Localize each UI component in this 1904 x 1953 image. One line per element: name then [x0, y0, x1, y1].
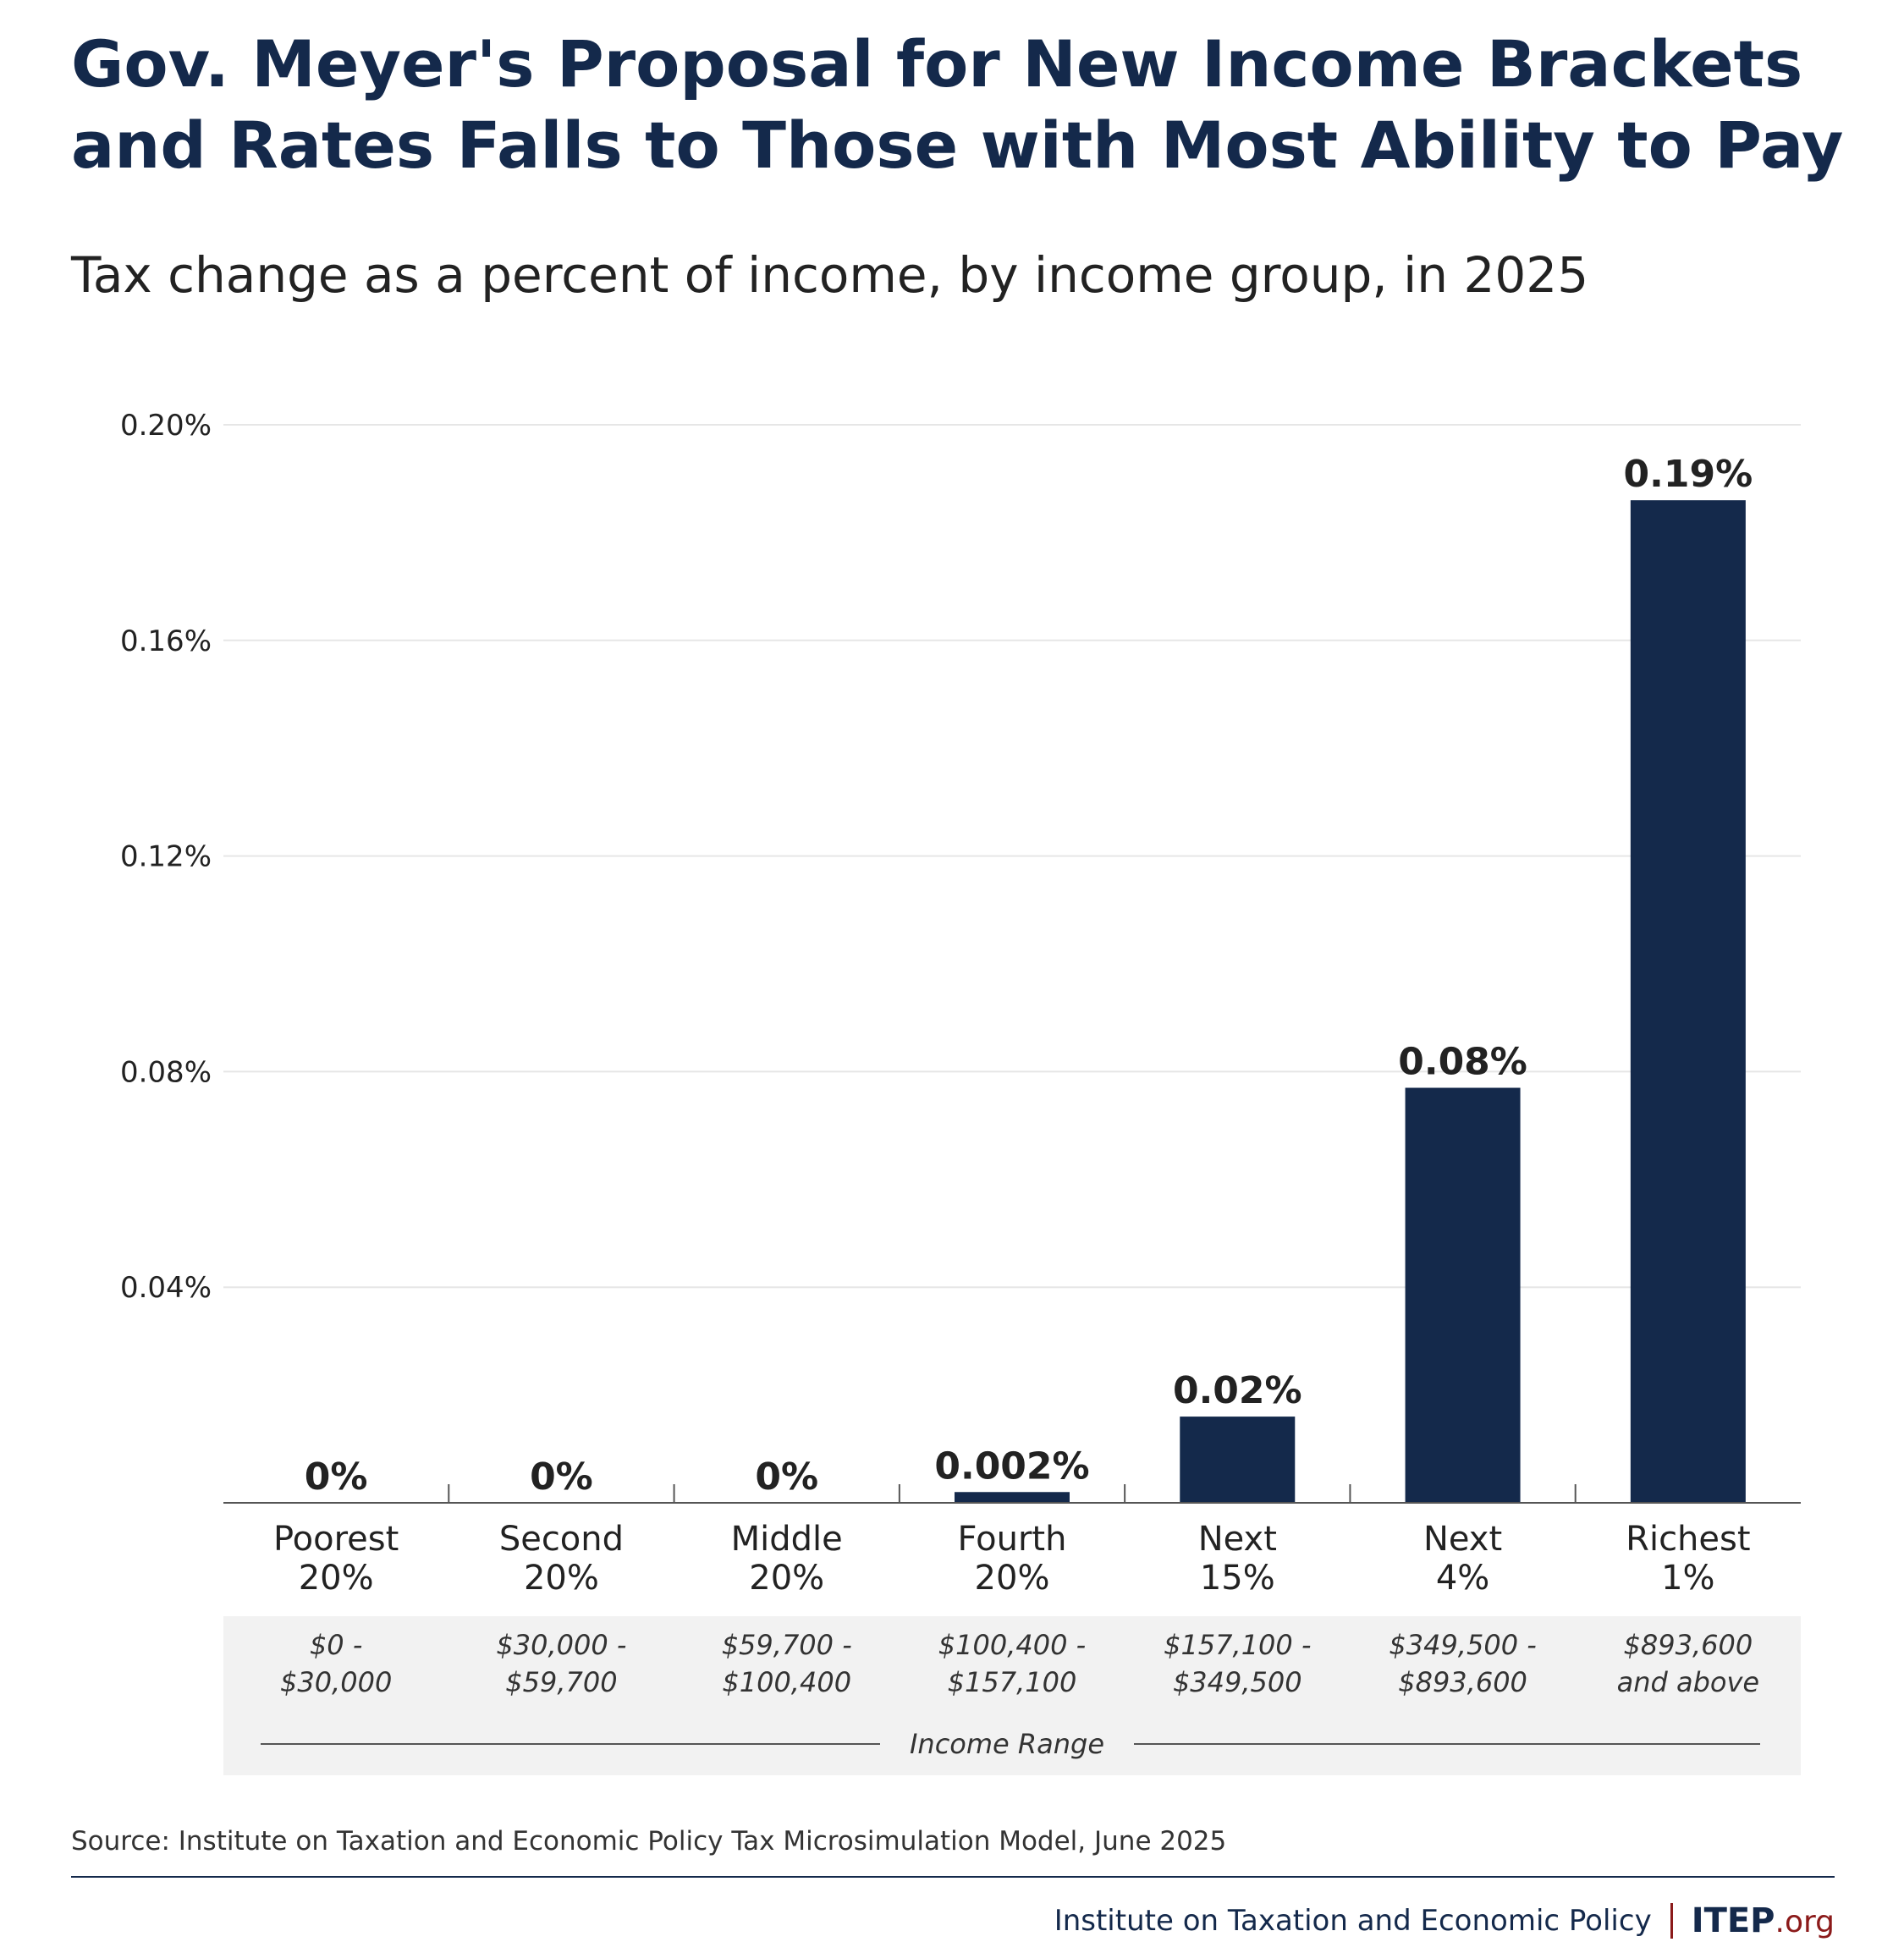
- income-range-label: $349,500 -: [1389, 1629, 1536, 1661]
- income-range-label: $59,700 -: [722, 1629, 852, 1661]
- chart-title: Gov. Meyer's Proposal for New Income Bra…: [71, 24, 1848, 186]
- income-range-label: $157,100 -: [1164, 1629, 1311, 1661]
- income-range-label: $349,500: [1173, 1666, 1302, 1698]
- income-range-label: $893,600: [1624, 1629, 1753, 1661]
- data-label: 0.08%: [1398, 1041, 1527, 1084]
- x-tick-label: Second: [499, 1520, 624, 1559]
- income-range-label: $100,400 -: [938, 1629, 1086, 1661]
- data-label: 0.19%: [1624, 453, 1753, 496]
- x-tick-label: 15%: [1200, 1559, 1275, 1598]
- y-tick-label: 0.04%: [120, 1271, 212, 1305]
- bar: [955, 1492, 1070, 1503]
- x-tick-label: Poorest: [273, 1520, 399, 1559]
- x-tick-label: 20%: [749, 1559, 824, 1598]
- chart-title-line-2: and Rates Falls to Those with Most Abili…: [71, 107, 1844, 183]
- data-label: 0%: [755, 1455, 818, 1499]
- data-label: 0.02%: [1173, 1369, 1302, 1412]
- x-tick-label: Fourth: [958, 1520, 1067, 1559]
- footer-org-name: Institute on Taxation and Economic Polic…: [1054, 1904, 1652, 1938]
- itep-logo: ITEP.org: [1692, 1901, 1835, 1940]
- logo-suffix: .org: [1775, 1905, 1835, 1939]
- income-range-label: $59,700: [505, 1666, 617, 1698]
- footer: Institute on Taxation and Economic Polic…: [1054, 1895, 1835, 1946]
- x-tick-label: 20%: [975, 1559, 1050, 1598]
- income-range-label: $157,100: [948, 1666, 1077, 1698]
- income-range-label: $893,600: [1398, 1666, 1527, 1698]
- income-range-panel: [223, 1616, 1801, 1775]
- income-range-caption: Income Range: [910, 1728, 1104, 1760]
- data-label: 0%: [530, 1455, 593, 1499]
- x-tick-label: Next: [1198, 1520, 1277, 1559]
- x-tick-label: Next: [1423, 1520, 1502, 1559]
- chart-title-line-1: Gov. Meyer's Proposal for New Income Bra…: [71, 26, 1803, 102]
- x-tick-label: Middle: [731, 1520, 843, 1559]
- footer-separator: [1670, 1903, 1673, 1939]
- y-tick-label: 0.12%: [120, 840, 212, 874]
- x-tick-label: 1%: [1661, 1559, 1714, 1598]
- footer-divider: [71, 1876, 1835, 1878]
- y-tick-label: 0.16%: [120, 624, 212, 658]
- x-tick-label: 4%: [1436, 1559, 1489, 1598]
- x-tick-label: Richest: [1626, 1520, 1750, 1559]
- x-tick-label: 20%: [299, 1559, 374, 1598]
- chart-subtitle: Tax change as a percent of income, by in…: [71, 246, 1589, 304]
- income-range-label: $30,000 -: [496, 1629, 626, 1661]
- income-range-label: and above: [1617, 1666, 1760, 1698]
- bar-chart: 0.04%0.08%0.12%0.16%0.20%0%Poorest20%$0 …: [120, 409, 1801, 1775]
- x-tick-label: 20%: [524, 1559, 599, 1598]
- y-tick-label: 0.08%: [120, 1055, 212, 1089]
- data-label: 0.002%: [934, 1444, 1089, 1488]
- income-range-label: $100,400: [722, 1666, 851, 1698]
- bar: [1405, 1087, 1521, 1503]
- data-label: 0%: [305, 1455, 368, 1499]
- source-note: Source: Institute on Taxation and Econom…: [71, 1826, 1227, 1857]
- bar: [1630, 500, 1746, 1504]
- income-range-label: $0 -: [310, 1629, 362, 1661]
- bar: [1180, 1417, 1296, 1503]
- y-tick-label: 0.20%: [120, 409, 212, 443]
- logo-main: ITEP: [1691, 1901, 1775, 1940]
- income-range-label: $30,000: [280, 1666, 392, 1698]
